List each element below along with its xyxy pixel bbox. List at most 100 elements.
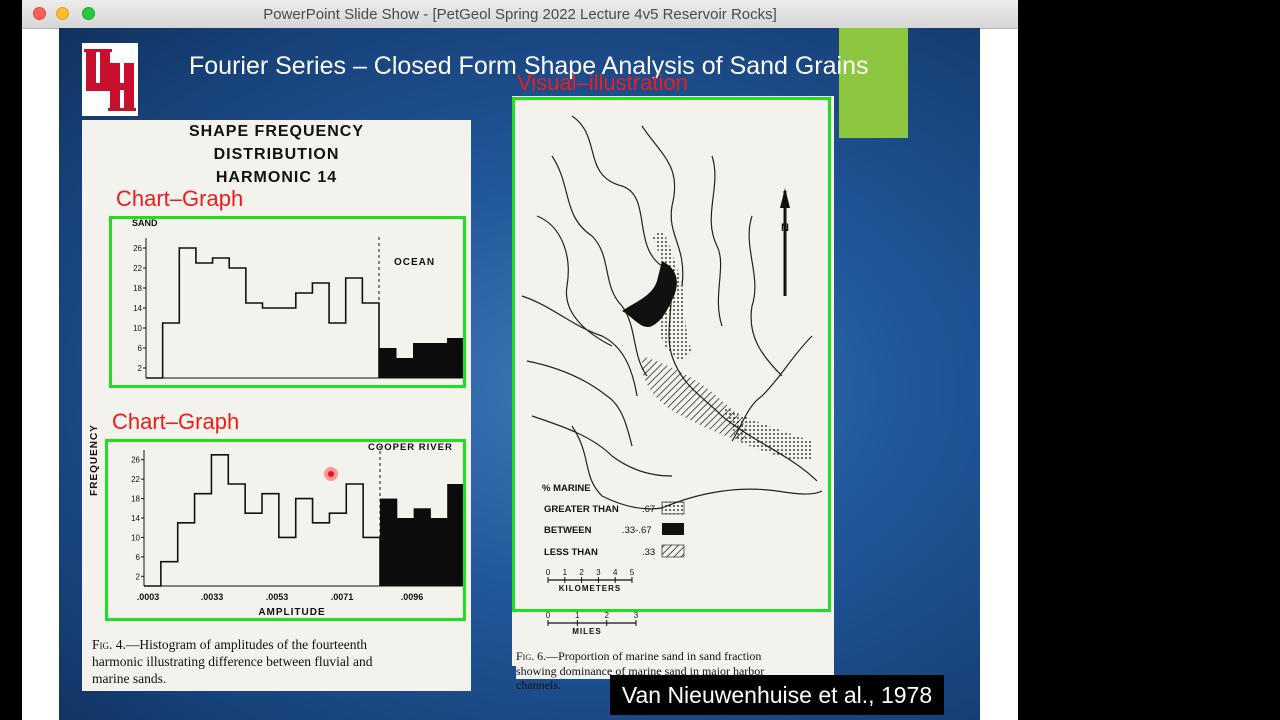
harbor-map: N % MARINE GREATER THAN .67 BETWEEN .33-… (521, 115, 823, 636)
y-tick-label: 26 (131, 456, 140, 465)
y-tick-label: 2 (136, 572, 141, 581)
powerpoint-window: PowerPoint Slide Show - [PetGeol Spring … (22, 0, 1018, 720)
marine-bar (413, 343, 431, 378)
y-tick-label: 10 (133, 324, 142, 333)
scale-tick-label: 4 (613, 568, 618, 577)
caption-fig-label: Fig. 6. (516, 649, 547, 663)
legend-label-greater: GREATER THAN (544, 504, 619, 515)
y-tick-label: 18 (133, 284, 142, 293)
legend-label-less: LESS THAN (544, 547, 598, 558)
minimize-window-button[interactable] (56, 7, 69, 20)
annotation-label-chart-top: Chart–Graph (116, 186, 244, 211)
kilometer-scale: 0 1 2 3 4 5 (546, 568, 635, 583)
scale-tick-label: 5 (630, 568, 635, 577)
marine-bar (379, 348, 397, 378)
y-axis-label: FREQUENCY (89, 424, 100, 496)
scale-tick-label: 3 (596, 568, 601, 577)
y-tick-label: 6 (138, 344, 143, 353)
annotation-box-chart-top (109, 216, 466, 388)
window-titlebar: PowerPoint Slide Show - [PetGeol Spring … (22, 0, 1018, 29)
legend-value-between: .33-.67 (622, 525, 652, 536)
scale-tick-label: 3 (634, 611, 639, 620)
scale-tick-label: 2 (579, 568, 584, 577)
fluvial-histogram-series (146, 247, 380, 379)
north-arrowhead-icon (780, 188, 790, 208)
mile-scale: 0 1 2 3 (546, 611, 639, 626)
annotation-label-illustration: Visual–illustration (517, 70, 688, 95)
accent-block (839, 28, 908, 138)
scale-tick-label: 0 (546, 611, 551, 620)
slide-title: Fourier Series – Closed Form Shape Analy… (189, 52, 869, 80)
scale-tick-label: 1 (575, 611, 580, 620)
x-tick-label: .0071 (331, 592, 354, 602)
scale-tick-label: 1 (563, 568, 568, 577)
map-region-low (642, 356, 746, 441)
mi-label: MILES (572, 627, 601, 636)
caption-text: —Proportion of marine sand in sand fract… (546, 649, 762, 663)
figure-left-caption-line3: marine sands. (92, 671, 167, 686)
legend-swatch-greater (661, 501, 685, 515)
map-region-channel (722, 406, 812, 461)
scale-tick-label: 0 (546, 568, 551, 577)
y-tick-label: 22 (133, 264, 142, 273)
uh-logo-icon (84, 49, 136, 111)
zoom-window-button[interactable] (82, 7, 95, 20)
annotation-box-illustration (512, 97, 831, 612)
km-label: KILOMETERS (559, 584, 621, 593)
slide-canvas[interactable]: Fourier Series – Closed Form Shape Analy… (59, 28, 980, 720)
marine-bar (430, 343, 448, 378)
marine-bar (380, 498, 398, 586)
y-tick-label: 22 (131, 475, 140, 484)
marine-bar (430, 518, 448, 586)
uh-logo (82, 43, 138, 116)
caption-fig-label: Fig. 4. (92, 637, 126, 652)
y-tick-label: 14 (131, 514, 140, 523)
marine-bar (413, 508, 431, 586)
marine-sand-map-figure: N % MARINE GREATER THAN .67 BETWEEN .33-… (512, 96, 834, 666)
legend-title: % MARINE (542, 483, 591, 494)
legend-value-less: .33 (642, 547, 655, 558)
cooper-river-label: COOPER RIVER (368, 442, 453, 453)
legend-value-greater: .67 (642, 504, 655, 515)
y-tick-label: 6 (136, 553, 141, 562)
y-tick-label: 10 (131, 533, 140, 542)
histogram-figure: SHAPE FREQUENCY DISTRIBUTION HARMONIC 14… (82, 120, 471, 691)
legend-swatch-less (661, 544, 685, 558)
marine-bar (447, 338, 465, 378)
citation-label: Van Nieuwenhuise et al., 1978 (610, 675, 944, 715)
figure-title-line2: DISTRIBUTION (213, 146, 340, 163)
figure-left-caption-line1: Fig. 4.—Histogram of amplitudes of the f… (92, 637, 367, 653)
fluvial-histogram-series (144, 454, 381, 587)
legend-swatch-between (662, 523, 684, 535)
figure-left-caption-line2: harmonic illustrating difference between… (92, 654, 373, 669)
x-tick-label: .0053 (266, 592, 289, 602)
figure-title-line1: SHAPE FREQUENCY (188, 123, 365, 140)
figure-right-caption-line3: channels. (516, 678, 561, 692)
x-axis-label: AMPLITUDE (258, 607, 325, 618)
laser-pointer-icon (324, 467, 338, 481)
histogram-charts: FREQUENCY AMPLITUDE 261014182226SANDOCEA… (89, 218, 465, 618)
map-region-between (622, 261, 677, 328)
window-title: PowerPoint Slide Show - [PetGeol Spring … (263, 6, 777, 23)
x-tick-label: .0096 (401, 592, 424, 602)
caption-text: —Histogram of amplitudes of the fourteen… (125, 637, 367, 652)
marine-bar (447, 484, 465, 586)
close-window-button[interactable] (33, 7, 46, 20)
ocean-label: OCEAN (394, 257, 435, 268)
annotation-label-chart-bottom: Chart–Graph (112, 409, 240, 434)
y-tick-label: 2 (138, 364, 143, 373)
y-tick-label: 18 (131, 495, 140, 504)
figure-right-caption-line1: Fig. 6.—Proportion of marine sand in san… (516, 649, 761, 664)
x-tick-label: .0033 (201, 592, 224, 602)
marine-bar (396, 518, 415, 586)
scale-tick-label: 2 (604, 611, 609, 620)
y-tick-label: 26 (133, 244, 142, 253)
legend-label-between: BETWEEN (544, 525, 592, 536)
sand-label: SAND (132, 218, 158, 228)
x-tick-label: .0003 (137, 592, 160, 602)
annotation-box-chart-bottom (105, 439, 466, 621)
figure-title-line3: HARMONIC 14 (215, 169, 338, 186)
marine-bar (396, 358, 414, 378)
